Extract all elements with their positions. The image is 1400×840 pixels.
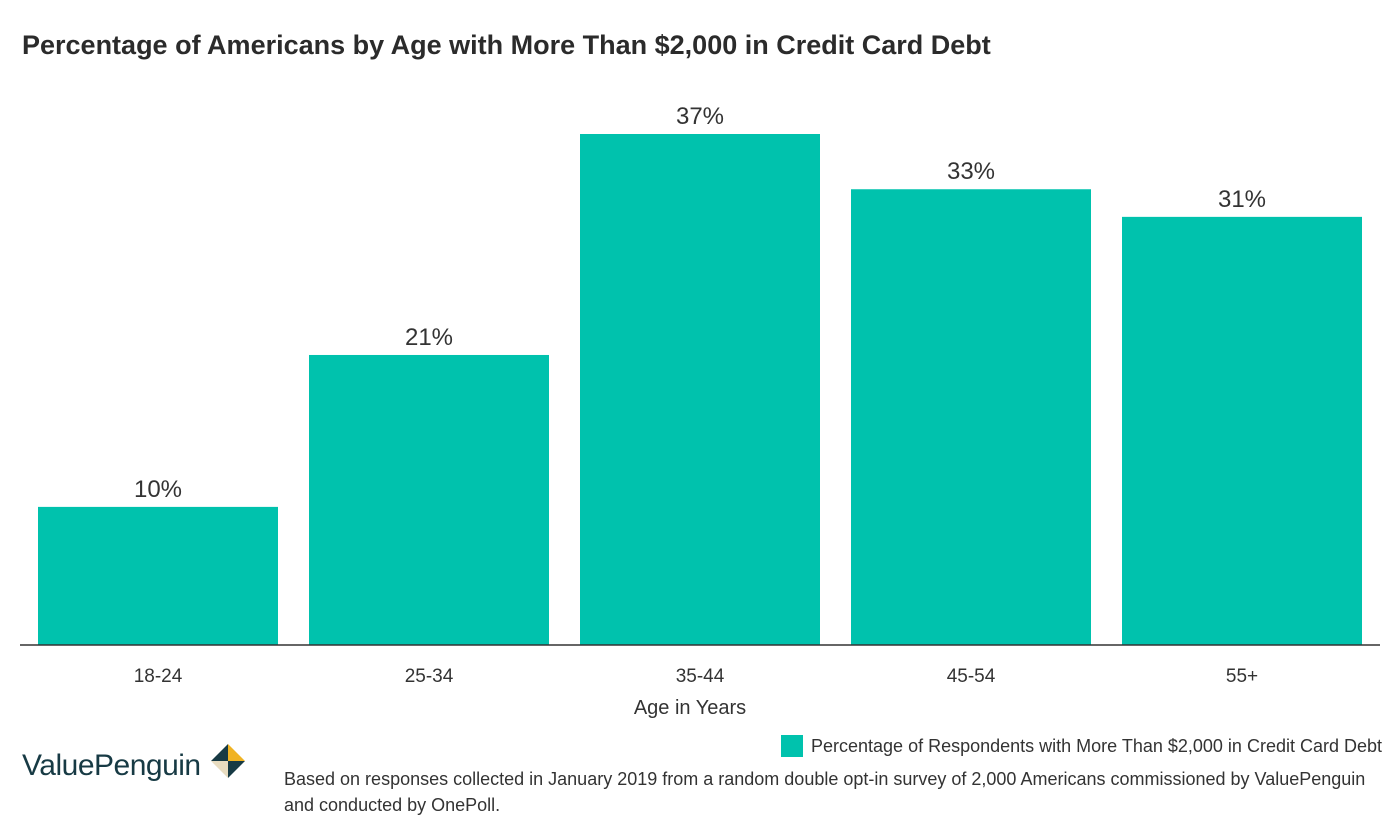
bar-35-44 <box>580 134 820 645</box>
data-label-18-24: 10% <box>134 476 182 503</box>
bar-chart: 10% 18-24 21% 25-34 37% 35-44 33% 45-54 31% 55+ Ag… <box>20 103 1380 719</box>
data-label-25-34: 21% <box>405 324 453 351</box>
data-label-55+: 31% <box>1218 186 1266 213</box>
footnote: Based on responses collected in January … <box>284 769 1366 815</box>
x-tick-label-18-24: 18-24 <box>134 666 183 687</box>
chart-title: Percentage of Americans by Age with More… <box>22 30 991 60</box>
bar-25-34 <box>309 354 549 645</box>
brand-logo: ValuePenguin <box>22 744 245 788</box>
brand-name: ValuePenguin <box>22 749 201 782</box>
x-tick-label-25-34: 25-34 <box>405 666 454 687</box>
x-axis-label: Age in Years <box>634 697 746 719</box>
bar-55+ <box>1122 216 1362 645</box>
x-tick-label-35-44: 35-44 <box>676 666 725 687</box>
legend-label: Percentage of Respondents with More Than… <box>811 735 1382 756</box>
data-label-35-44: 37% <box>676 103 724 130</box>
bar-45-54 <box>851 189 1091 646</box>
bar-18-24 <box>38 506 278 645</box>
x-tick-label-55+: 55+ <box>1226 666 1258 687</box>
penguin-logo-icon <box>210 744 245 778</box>
legend: Percentage of Respondents with More Than… <box>781 735 1382 757</box>
data-label-45-54: 33% <box>947 158 995 185</box>
x-tick-label-45-54: 45-54 <box>947 666 996 687</box>
legend-swatch <box>781 735 803 757</box>
